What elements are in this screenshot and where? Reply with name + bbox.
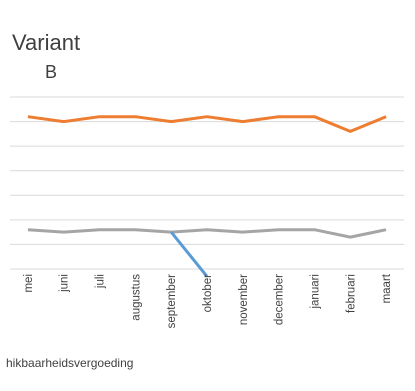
x-tick-label: juli — [95, 274, 107, 289]
gridlines — [10, 96, 404, 270]
x-tick-label: november — [238, 274, 250, 325]
x-tick-label: september — [166, 274, 178, 329]
legend-series-label: hikbaarheidsvergoeding — [6, 356, 134, 370]
x-tick-label: augustus — [130, 274, 142, 321]
x-tick-label: februari — [345, 274, 357, 313]
series-line-3 — [170, 231, 209, 278]
x-tick-label: juni — [59, 274, 71, 293]
x-tick-label: januari — [309, 274, 321, 310]
x-axis-tick-labels: mei juni juli augustus september oktober novem… — [23, 273, 393, 328]
x-tick-label: mei — [23, 274, 35, 293]
chart-title-line-2: B — [45, 62, 58, 82]
series-line-2 — [27, 228, 387, 239]
chart-title-line-1: Variant — [12, 30, 81, 55]
x-tick-label: oktober — [202, 274, 214, 313]
series-line-1 — [27, 115, 387, 133]
series-lines — [27, 115, 387, 278]
x-tick-label: maart — [381, 273, 393, 303]
x-tick-label: december — [274, 274, 286, 325]
